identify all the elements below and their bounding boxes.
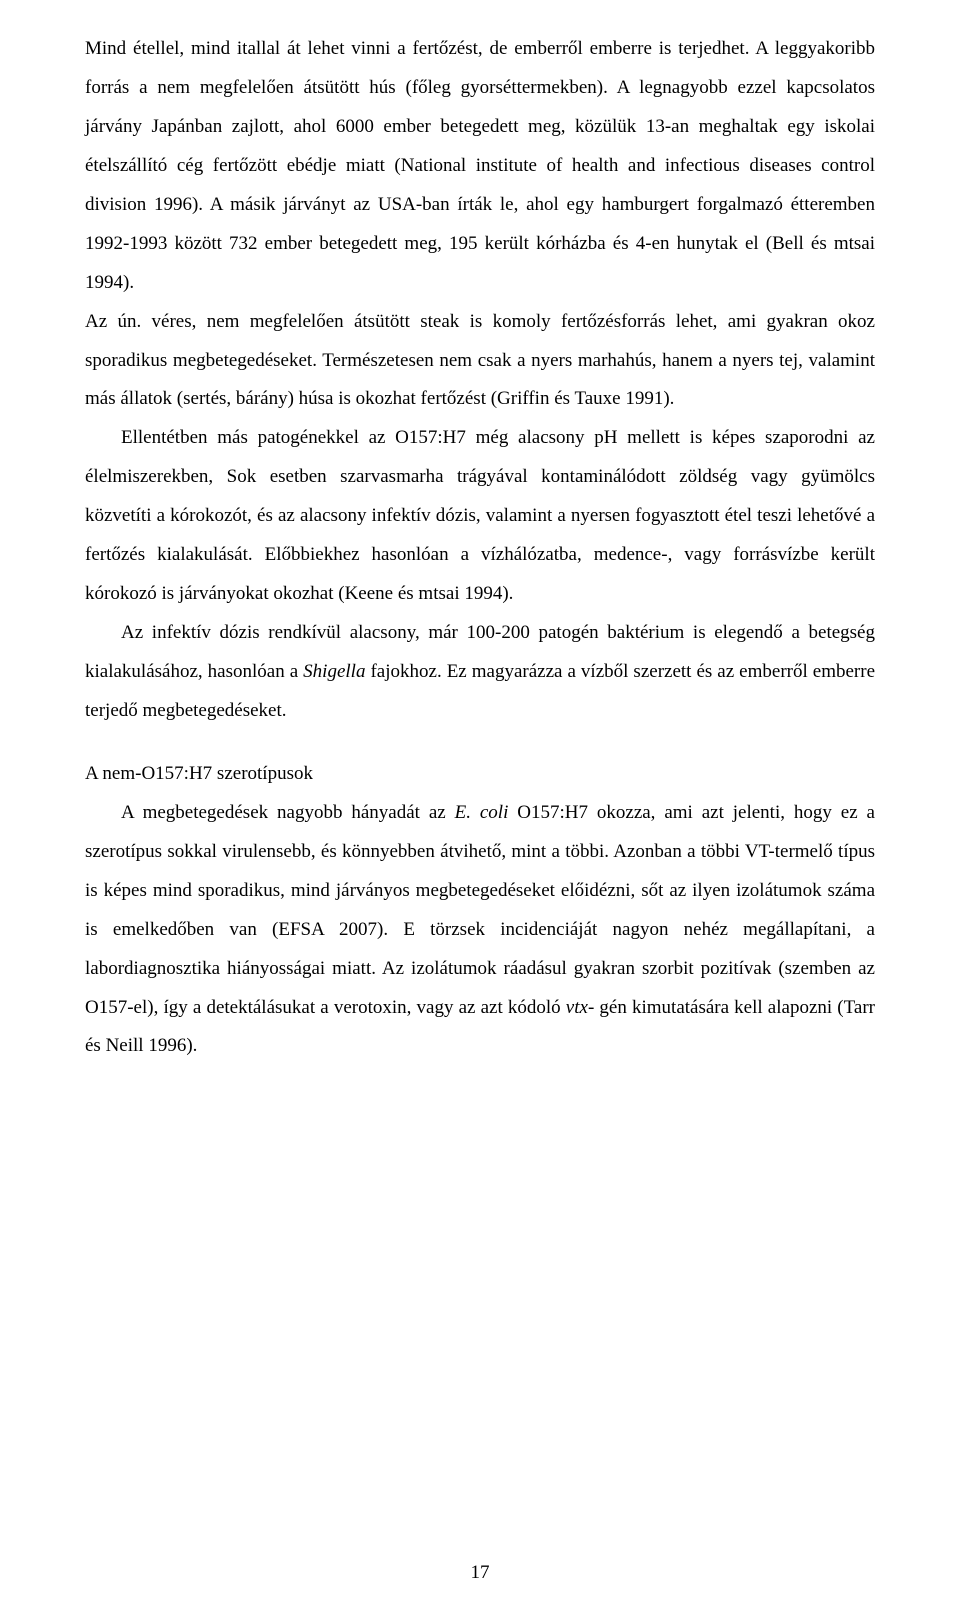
text-run: O157:H7 okozza, ami azt jelenti, hogy ez… [85,802,875,1018]
paragraph-5: A megbetegedések nagyobb hányadát az E. … [85,794,875,1067]
page: Mind étellel, mind itallal át lehet vinn… [0,0,960,1610]
italic-term-shigella: Shigella [303,661,365,682]
paragraph-4: Az infektív dózis rendkívül alacsony, má… [85,614,875,731]
paragraph-3: Ellentétben más patogénekkel az O157:H7 … [85,419,875,614]
paragraph-2: Az ún. véres, nem megfelelően átsütött s… [85,303,875,420]
page-number: 17 [0,1563,960,1582]
text-run: A megbetegedések nagyobb hányadát az [121,802,455,823]
paragraph-1: Mind étellel, mind itallal át lehet vinn… [85,30,875,303]
italic-term-ecoli: E. coli [455,802,509,823]
section-heading: A nem-O157:H7 szerotípusok [85,755,875,794]
italic-term-vtx: vtx- [566,997,594,1018]
